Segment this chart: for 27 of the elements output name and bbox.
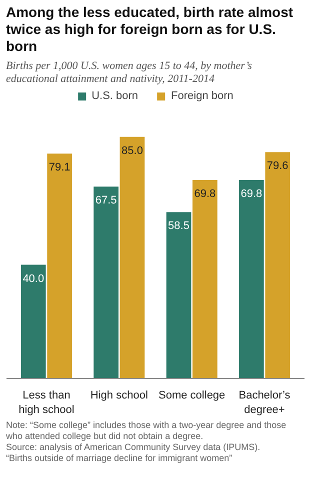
x-tick-label: High school	[90, 390, 148, 402]
bar	[120, 136, 145, 378]
bar	[192, 180, 218, 378]
data-label: 58.5	[168, 220, 190, 232]
bar	[239, 180, 264, 378]
bar	[166, 212, 192, 378]
source-note: Source: analysis of American Community Survey data (IPUMS).	[6, 442, 262, 453]
data-label: 40.0	[22, 272, 44, 285]
x-tick-label: Bachelor’s degree+	[238, 390, 291, 416]
data-label: 85.0	[122, 144, 143, 157]
data-label: 79.6	[266, 160, 288, 172]
bar	[265, 152, 290, 378]
x-tick-label: Some college	[158, 390, 226, 402]
data-label: 69.8	[194, 188, 216, 200]
chart-title: Among the less educated, birth rate almost twice as high for foreign born as for U.S. born	[6, 4, 294, 55]
bar	[94, 186, 119, 378]
x-tick-label: Less than high school	[18, 390, 74, 416]
legend-label: Foreign born	[171, 90, 234, 102]
text: Note: “Some college” includes those with a two-year degree and those who attended college but did not obtain a degree.	[6, 420, 288, 442]
data-label: 79.1	[48, 162, 70, 174]
data-label: 69.8	[240, 188, 262, 200]
data-label: 67.5	[95, 194, 117, 207]
text: “Births outside of marriage decline for immigrant women”	[6, 453, 234, 464]
bar	[47, 154, 72, 378]
legend-label: U.S. born	[92, 90, 138, 102]
bar	[20, 264, 46, 378]
chart-subtitle: Births per 1,000 U.S. women ages 15 to 44, by mother’s educational attainment and nativity, 2011-2014	[6, 60, 253, 86]
